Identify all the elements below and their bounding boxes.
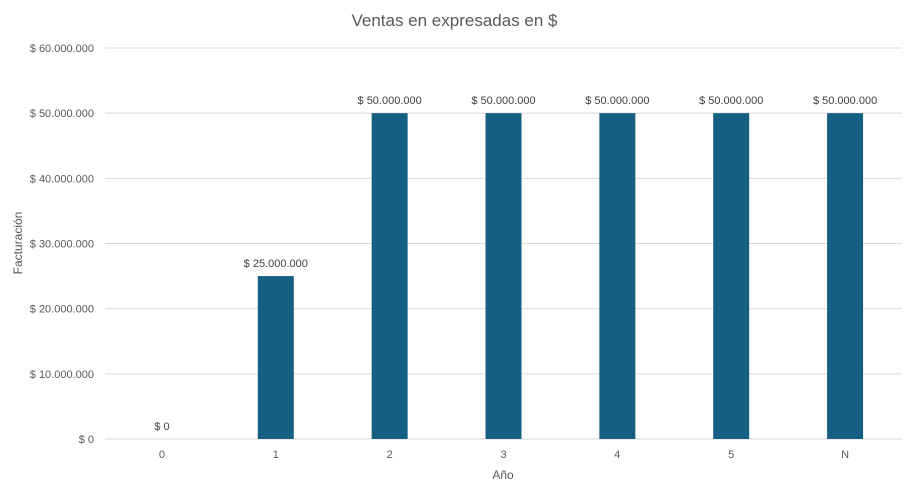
y-tick-label: $ 50.000.000 <box>30 108 94 120</box>
x-tick-label: 5 <box>728 449 734 461</box>
data-label: $ 50.000.000 <box>813 95 877 107</box>
x-tick-label: 2 <box>387 449 393 461</box>
data-label: $ 50.000.000 <box>585 95 649 107</box>
data-labels: $ 0 $ 25.000.000 $ 50.000.000 $ 50.000.000 $… <box>154 95 877 433</box>
y-axis-ticks: $ 0 $ 10.000.000 $ 20.000.000 $ 30.000.000 $… <box>30 43 94 446</box>
bar <box>257 276 294 439</box>
bars <box>257 113 864 440</box>
y-tick-label: $ 60.000.000 <box>30 43 94 55</box>
data-label: $ 50.000.000 <box>699 95 763 107</box>
bar <box>485 113 522 440</box>
x-tick-label: 0 <box>159 449 165 461</box>
data-label: $ 50.000.000 <box>358 95 422 107</box>
bar <box>599 113 636 440</box>
data-label: $ 0 <box>154 421 169 433</box>
bar <box>713 113 750 440</box>
x-axis-ticks: 0 1 2 3 4 5 N <box>159 449 849 461</box>
chart-title: Ventas en expresadas en $ <box>351 11 558 30</box>
x-tick-label: 4 <box>614 449 620 461</box>
y-tick-label: $ 40.000.000 <box>30 173 94 185</box>
y-tick-label: $ 30.000.000 <box>30 239 94 251</box>
bar <box>827 113 864 440</box>
y-tick-label: $ 10.000.000 <box>30 369 94 381</box>
y-axis-title: Facturación <box>11 212 25 275</box>
x-tick-label: N <box>841 449 849 461</box>
x-tick-label: 3 <box>500 449 506 461</box>
y-tick-label: $ 20.000.000 <box>30 304 94 316</box>
y-tick-label: $ 0 <box>79 434 94 446</box>
bar <box>371 113 408 440</box>
data-label: $ 50.000.000 <box>471 95 535 107</box>
data-label: $ 25.000.000 <box>244 258 308 270</box>
x-axis-title: Año <box>492 468 514 482</box>
x-tick-label: 1 <box>273 449 279 461</box>
